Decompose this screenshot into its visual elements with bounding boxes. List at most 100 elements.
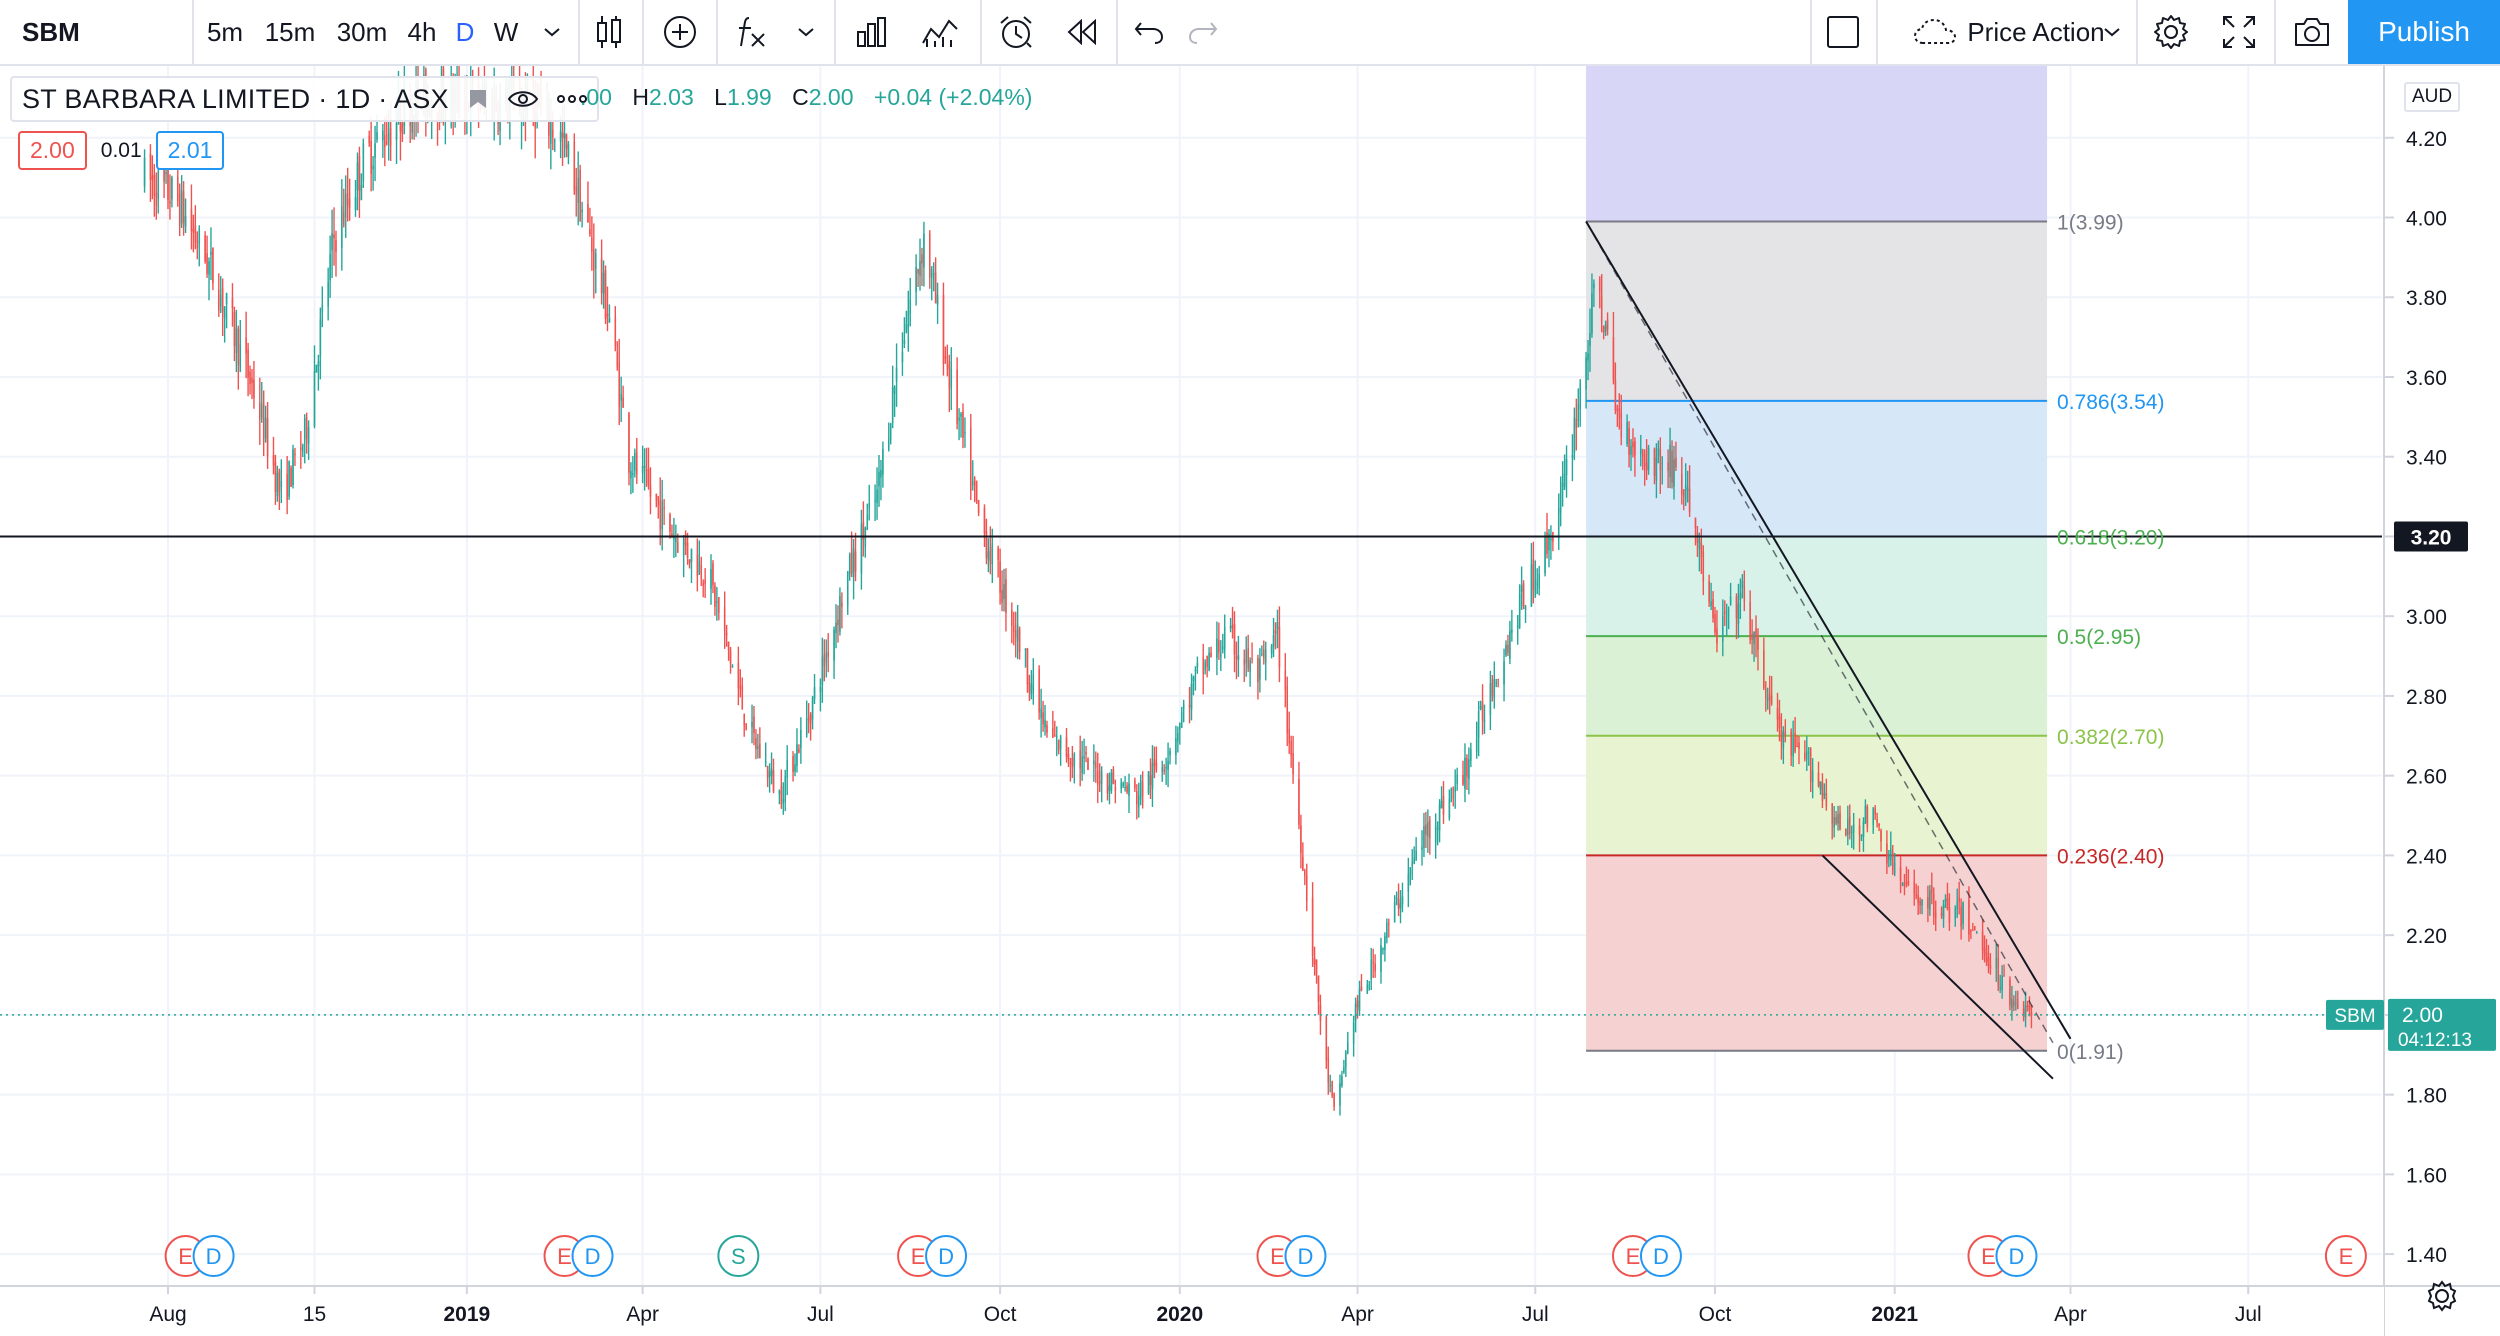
candle-body bbox=[1065, 737, 1068, 758]
candle-body bbox=[2028, 1005, 2031, 1011]
chevron-down-icon[interactable] bbox=[786, 0, 826, 64]
fx-icon[interactable] bbox=[724, 0, 780, 64]
candle-body bbox=[710, 569, 712, 589]
interval-5m[interactable]: 5m bbox=[206, 16, 244, 47]
layout-selector[interactable]: Price Action bbox=[1886, 0, 2132, 64]
event-badge-label: D bbox=[2009, 1244, 2025, 1269]
gear-icon[interactable] bbox=[2142, 0, 2200, 64]
rewind-icon[interactable] bbox=[1054, 0, 1110, 64]
interval-4h[interactable]: 4h bbox=[407, 16, 437, 47]
more-icon[interactable] bbox=[556, 94, 587, 104]
interval-1w[interactable]: W bbox=[493, 16, 519, 47]
candle-body bbox=[960, 413, 962, 417]
candle-body bbox=[1954, 907, 1957, 920]
candle-body bbox=[575, 186, 578, 195]
candle-body bbox=[1450, 787, 1453, 799]
candle-body bbox=[745, 723, 747, 730]
candle-body bbox=[1245, 649, 1248, 664]
candle-body bbox=[1845, 828, 1847, 836]
redo-icon[interactable] bbox=[1178, 0, 1228, 64]
candle-body bbox=[723, 607, 726, 632]
candle-body bbox=[1620, 413, 1623, 438]
candle-body bbox=[1768, 692, 1771, 701]
symbol-legend[interactable]: ST BARBARA LIMITED · 1D · ASX bbox=[10, 76, 599, 122]
fibonacci-retracement bbox=[1586, 66, 2048, 1052]
candle-body bbox=[1819, 781, 1822, 790]
candle-body bbox=[1235, 656, 1238, 659]
candle-body bbox=[1366, 984, 1369, 994]
plus-circle-icon[interactable] bbox=[650, 0, 710, 64]
camera-icon[interactable] bbox=[2282, 0, 2342, 64]
candle-body bbox=[1600, 296, 1603, 322]
undo-icon[interactable] bbox=[1124, 0, 1174, 64]
legend-title: ST BARBARA LIMITED · 1D · ASX bbox=[22, 83, 449, 114]
candle-body bbox=[1175, 738, 1177, 756]
candle-body bbox=[1530, 564, 1533, 607]
bar-chart-icon[interactable] bbox=[840, 0, 904, 64]
candle-body bbox=[907, 310, 910, 329]
candle-body bbox=[290, 467, 292, 487]
candle-body bbox=[331, 233, 333, 251]
candle-body bbox=[1606, 319, 1609, 330]
alert-clock-icon[interactable] bbox=[986, 0, 1046, 64]
candle-body bbox=[784, 776, 787, 802]
candle-body bbox=[368, 135, 370, 144]
candle-body bbox=[1325, 1017, 1328, 1061]
candle-body bbox=[1120, 783, 1123, 789]
candle-body bbox=[2011, 999, 2013, 1009]
candle-body bbox=[1835, 817, 1837, 824]
interval-30m[interactable]: 30m bbox=[336, 16, 388, 47]
candle-body bbox=[1831, 803, 1833, 824]
time-tick-label: Apr bbox=[1341, 1303, 1374, 1326]
fullscreen-icon[interactable] bbox=[2210, 0, 2268, 64]
candle-body bbox=[329, 254, 331, 281]
candle-body bbox=[868, 502, 871, 509]
candle-body bbox=[1329, 1084, 1332, 1087]
candle-body bbox=[1929, 890, 1931, 910]
candle-body bbox=[301, 445, 304, 452]
symbol-search-button[interactable]: SBM bbox=[10, 0, 190, 64]
candle-body bbox=[167, 166, 169, 201]
flag-icon[interactable] bbox=[467, 88, 489, 110]
candle-body bbox=[1536, 583, 1539, 585]
candle-body bbox=[880, 469, 882, 478]
candle-body bbox=[1987, 957, 1990, 966]
candle-body bbox=[684, 533, 687, 546]
candle-body bbox=[593, 249, 595, 271]
top-toolbar: SBM 5m 15m 30m 4h D W bbox=[0, 0, 2500, 66]
price-chart[interactable]: 1(3.99) 0.786(3.54) 0.618(3.20) 0.5(2.95) 0.… bbox=[0, 66, 2500, 1336]
chevron-down-icon[interactable] bbox=[2094, 0, 2130, 64]
square-icon[interactable] bbox=[1816, 0, 1870, 64]
indicators-icon[interactable] bbox=[908, 0, 972, 64]
interval-1d[interactable]: D bbox=[455, 16, 475, 47]
candle-body bbox=[743, 714, 746, 726]
candles-icon[interactable] bbox=[584, 0, 634, 64]
candle-body bbox=[1169, 750, 1171, 756]
candle-body bbox=[702, 582, 704, 586]
candle-body bbox=[1673, 459, 1675, 487]
eye-icon[interactable] bbox=[507, 88, 539, 110]
time-tick-label: Oct bbox=[984, 1303, 1017, 1326]
bid-price[interactable]: 2.00 bbox=[18, 131, 87, 170]
ask-price[interactable]: 2.01 bbox=[155, 131, 225, 170]
candle-body bbox=[1657, 448, 1660, 457]
candle-body bbox=[1833, 817, 1835, 828]
candle-body bbox=[915, 266, 917, 292]
candle-body bbox=[1766, 697, 1769, 702]
candle-body bbox=[1300, 825, 1302, 854]
interval-15m[interactable]: 15m bbox=[264, 16, 316, 47]
candle-body bbox=[1288, 728, 1290, 744]
open-value: .00 bbox=[580, 84, 612, 110]
candle-body bbox=[1837, 814, 1839, 824]
currency-badge[interactable]: AUD bbox=[2404, 82, 2461, 112]
candle-body bbox=[1059, 736, 1062, 749]
candle-body bbox=[1481, 701, 1484, 721]
candle-body bbox=[1975, 932, 1978, 934]
candle-body bbox=[714, 585, 716, 607]
chevron-down-icon[interactable] bbox=[534, 0, 570, 64]
candle-body bbox=[764, 760, 767, 764]
fib-label-0.382: 0.382(2.70) bbox=[2057, 726, 2164, 749]
publish-button[interactable]: Publish bbox=[2348, 0, 2500, 64]
chart-pane[interactable]: 1(3.99) 0.786(3.54) 0.618(3.20) 0.5(2.95) 0.… bbox=[0, 66, 2500, 1336]
candle-body bbox=[335, 240, 337, 252]
